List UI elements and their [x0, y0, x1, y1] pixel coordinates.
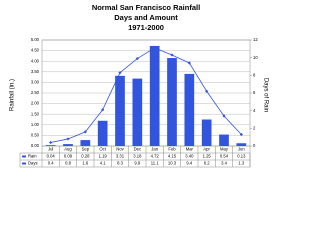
marker: [187, 61, 191, 65]
table-value: 9.4: [186, 161, 192, 166]
y-axis-label: Rainfall (in.): [10, 79, 16, 111]
chart-title: Days and Amount: [114, 13, 178, 22]
y-tick-label: 0.00: [31, 143, 40, 148]
table-value: 3.18: [133, 154, 142, 159]
bar: [149, 45, 160, 146]
marker: [205, 89, 209, 93]
y2-tick-label: 12: [253, 37, 258, 42]
table-value: 4.72: [151, 154, 160, 159]
y-tick-label: 2.00: [31, 101, 40, 106]
marker: [153, 46, 157, 50]
line: [50, 47, 242, 143]
table-value: 1.25: [203, 154, 212, 159]
x-tick-label: Aug: [64, 147, 72, 152]
legend-key: [22, 162, 26, 165]
bar: [80, 140, 91, 146]
x-tick-label: May: [220, 147, 229, 152]
marker: [118, 71, 122, 75]
y-tick-label: 1.00: [31, 122, 40, 127]
y-tick-label: 1.50: [31, 111, 40, 116]
table-value: 0.13: [237, 154, 246, 159]
table-value: 3.4: [221, 161, 227, 166]
legend-label: Days: [28, 161, 38, 166]
marker: [83, 130, 87, 134]
chart-title: 1971-2000: [128, 23, 164, 32]
table-value: 0.54: [220, 154, 229, 159]
x-tick-label: Jan: [151, 147, 158, 152]
table-value: 3.31: [116, 154, 125, 159]
table-value: 11.1: [151, 161, 160, 166]
bar: [201, 119, 212, 146]
table-value: 1.3: [238, 161, 244, 166]
table-value: 9.9: [134, 161, 140, 166]
marker: [135, 56, 139, 61]
x-tick-label: Apr: [203, 147, 210, 152]
table-value: 1.6: [82, 161, 88, 166]
table-value: 4.15: [168, 154, 177, 159]
x-tick-label: Dec: [134, 147, 141, 152]
y-tick-label: 3.50: [31, 69, 40, 74]
table-value: 3.40: [185, 154, 194, 159]
marker: [101, 108, 105, 112]
x-tick-label: Feb: [168, 147, 176, 152]
y2-tick-label: 10: [253, 55, 258, 60]
x-tick-label: Nov: [116, 147, 124, 152]
table-value: 8.3: [117, 161, 123, 166]
y2-axis-label: Days of Rain: [262, 78, 268, 112]
y2-tick-label: 0: [253, 143, 256, 148]
table-value: 10.3: [168, 161, 177, 166]
y-tick-label: 0.50: [31, 133, 40, 138]
x-tick-label: Jul: [48, 147, 53, 152]
chart: Normal San Francisco Rainfall Days and A…: [10, 3, 268, 168]
y2-tick-label: 6: [253, 90, 256, 95]
x-tick-label: Mar: [186, 147, 194, 152]
y-tick-label: 4.50: [31, 48, 40, 53]
table-value: 4.1: [100, 161, 106, 166]
table-value: 6.2: [204, 161, 210, 166]
marker: [222, 114, 226, 118]
y-tick-label: 4.00: [31, 58, 40, 63]
y2-tick-label: 8: [253, 72, 256, 77]
bar: [115, 75, 125, 146]
legend-label: Rain: [28, 154, 37, 159]
marker: [239, 132, 243, 137]
bar: [184, 73, 195, 146]
table-value: 0.04: [47, 154, 56, 159]
bar: [167, 58, 177, 146]
marker: [170, 53, 174, 57]
y-tick-label: 3.00: [31, 80, 40, 85]
table-value: 0.8: [65, 161, 71, 166]
y-tick-label: 5.00: [31, 37, 40, 42]
bar: [45, 145, 56, 146]
bar: [236, 143, 247, 146]
table-value: 0.4: [48, 161, 54, 166]
table-value: 1.19: [99, 154, 108, 159]
table-value: 0.09: [64, 154, 73, 159]
y2-tick-label: 2: [253, 125, 256, 130]
bar: [97, 120, 108, 146]
x-tick-label: Sep: [82, 147, 90, 152]
bar: [219, 134, 229, 146]
y-tick-label: 2.50: [31, 90, 40, 95]
table-value: 0.28: [81, 154, 90, 159]
bar: [63, 144, 73, 146]
chart-title: Normal San Francisco Rainfall: [92, 3, 200, 12]
bar: [132, 78, 143, 146]
x-tick-label: Jun: [238, 147, 245, 152]
marker: [66, 137, 70, 141]
legend-key: [22, 155, 26, 158]
x-tick-label: Oct: [99, 147, 106, 152]
y2-tick-label: 4: [253, 108, 256, 113]
marker: [49, 140, 53, 145]
